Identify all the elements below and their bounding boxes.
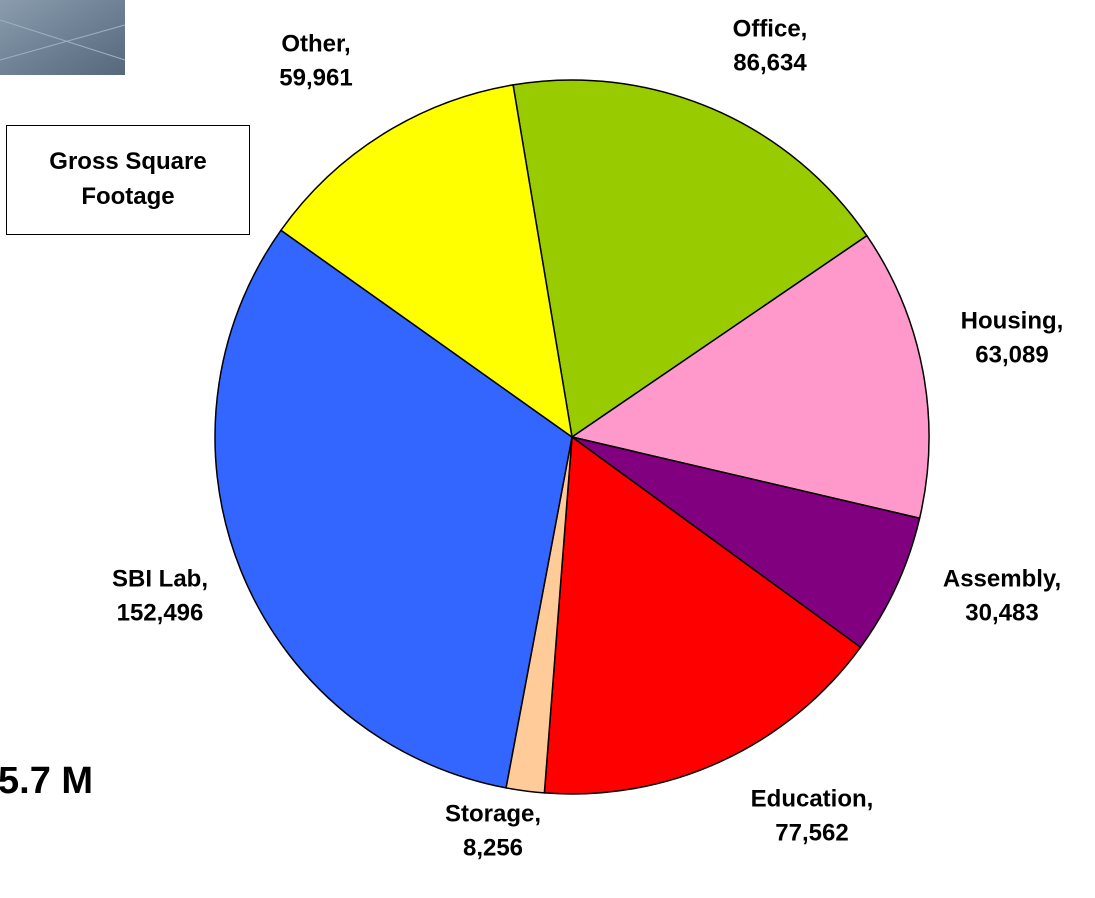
thumbnail-detail xyxy=(0,19,126,61)
pie-slice xyxy=(571,436,921,649)
pie-slice xyxy=(570,234,930,520)
slice-value-label: 152,496 xyxy=(117,599,204,626)
slice-category-label: Housing, xyxy=(961,307,1064,334)
slice-category-label: Education, xyxy=(751,785,874,812)
pie-slice xyxy=(543,435,862,795)
slice-value-label: 77,562 xyxy=(775,819,848,846)
thumbnail-image xyxy=(0,0,125,75)
pie-slice xyxy=(214,229,573,789)
slice-category-label: Other, xyxy=(281,30,350,57)
pie xyxy=(214,79,930,795)
pie-slice xyxy=(512,79,868,439)
pie-slice xyxy=(279,84,574,439)
labels: Office, 86,634 Housing, 63,089 Assembly, 30,4… xyxy=(112,15,1063,861)
slice-value-label: 86,634 xyxy=(733,49,807,76)
thumbnail-detail xyxy=(0,24,126,61)
slice-value-label: 30,483 xyxy=(965,599,1038,626)
slice-category-label: Office, xyxy=(733,15,808,42)
total-annotation: 5.7 M xyxy=(0,760,94,802)
slice-value-label: 59,961 xyxy=(279,64,352,91)
slice-value-label: 8,256 xyxy=(463,834,523,861)
slice-category-label: Storage, xyxy=(445,800,541,827)
slice-category-label: SBI Lab, xyxy=(112,565,208,592)
slice-category-label: Assembly, xyxy=(943,565,1061,592)
legend-box: Gross Square Footage xyxy=(6,125,250,235)
slice-value-label: 63,089 xyxy=(975,341,1048,368)
